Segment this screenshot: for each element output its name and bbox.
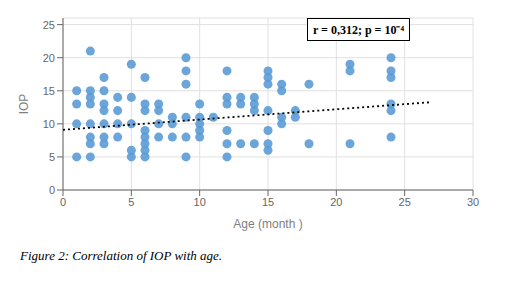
html-text:r = 0,312; p = 10⁻⁴: r = 0,312; p = 10⁻⁴ xyxy=(312,22,404,37)
svg-text:Age (month ): Age (month ) xyxy=(233,217,302,231)
svg-text:5: 5 xyxy=(49,151,55,163)
svg-text:25: 25 xyxy=(399,196,411,208)
svg-text:10: 10 xyxy=(43,118,55,130)
svg-text:25: 25 xyxy=(43,19,55,31)
svg-text:15: 15 xyxy=(43,85,55,97)
svg-text:0: 0 xyxy=(49,184,55,196)
svg-text:20: 20 xyxy=(43,52,55,64)
html-text:Figure 2: Correlation of IOP w: Figure 2: Correlation of IOP with age. xyxy=(20,248,223,263)
svg-text:15: 15 xyxy=(262,196,274,208)
svg-text:20: 20 xyxy=(330,196,342,208)
svg-text:5: 5 xyxy=(128,196,134,208)
svg-text:0: 0 xyxy=(60,196,66,208)
svg-text:10: 10 xyxy=(194,196,206,208)
svg-text:30: 30 xyxy=(467,196,479,208)
svg-text:IOP: IOP xyxy=(17,94,31,115)
